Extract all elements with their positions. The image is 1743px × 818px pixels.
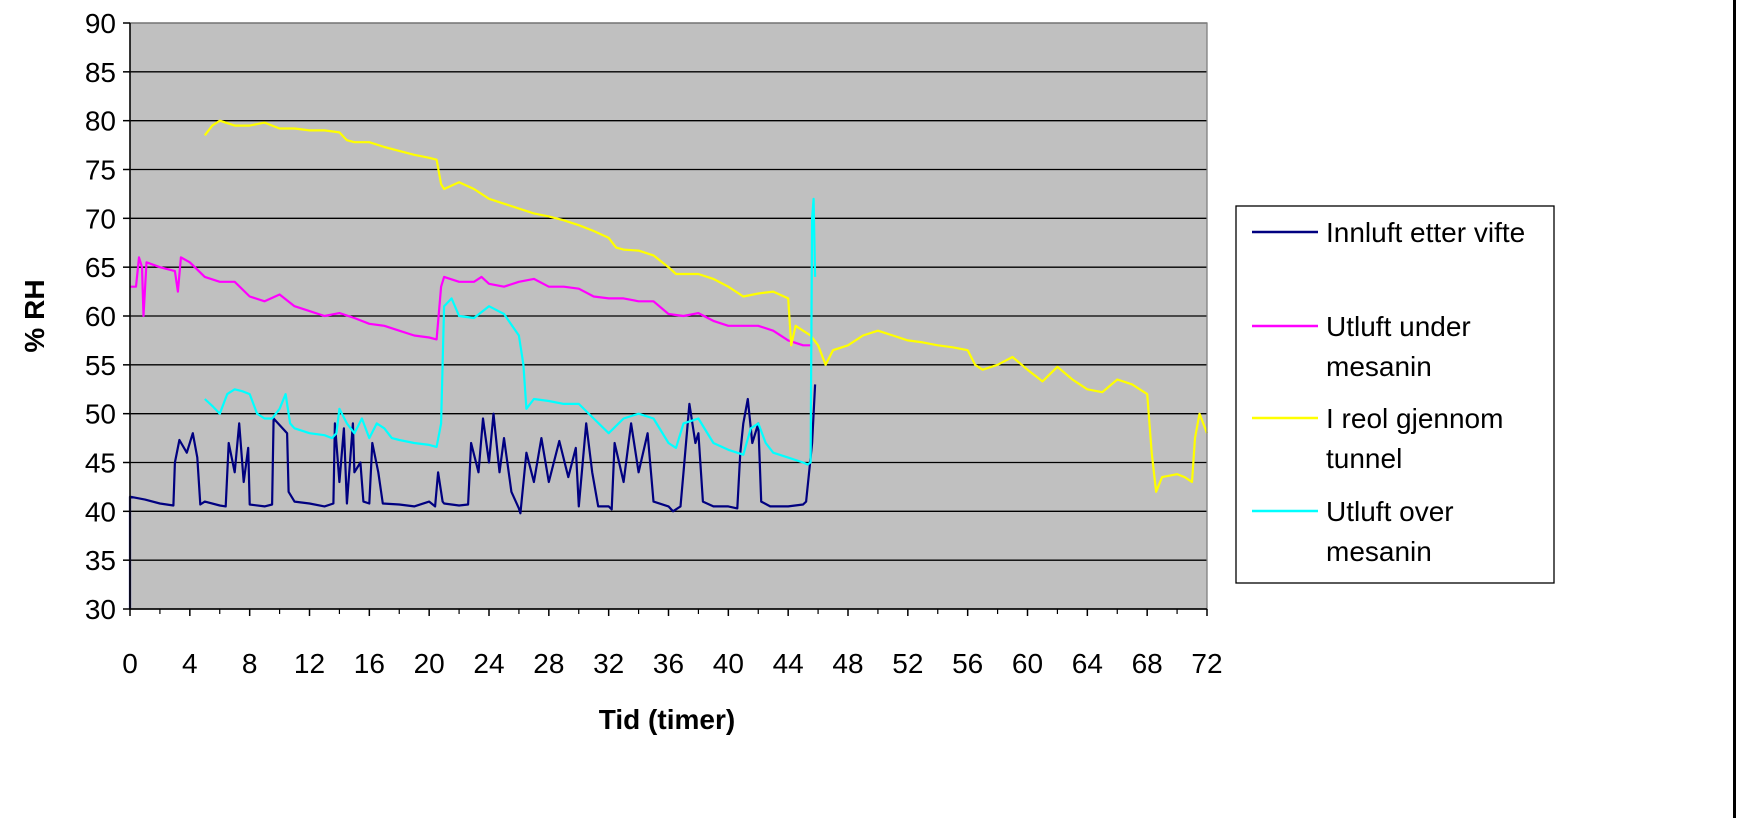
- y-tick-label: 85: [85, 57, 116, 88]
- y-tick-label: 50: [85, 399, 116, 430]
- series-lines: [128, 119, 1209, 609]
- y-tick-label: 35: [85, 545, 116, 576]
- x-tick-label: 36: [653, 648, 684, 679]
- x-tick-label: 44: [773, 648, 804, 679]
- y-tick-label: 75: [85, 155, 116, 186]
- y-tick-label: 70: [85, 203, 116, 234]
- x-tick-label: 28: [533, 648, 564, 679]
- x-tick-label: 64: [1072, 648, 1103, 679]
- x-tick-label: 40: [713, 648, 744, 679]
- y-tick-label: 55: [85, 350, 116, 381]
- y-tick-label: 60: [85, 301, 116, 332]
- x-tick-label: 8: [242, 648, 258, 679]
- y-axis-title: % RH: [19, 279, 50, 352]
- legend-box: [1235, 205, 1555, 584]
- x-tick-label: 56: [952, 648, 983, 679]
- frame-edge: [1733, 0, 1736, 818]
- x-tick-label: 16: [354, 648, 385, 679]
- series-line-3: [203, 119, 1209, 493]
- x-tick-label: 48: [832, 648, 863, 679]
- legend-label-2: Utluft under mesanin: [1326, 311, 1471, 382]
- x-tick-label: 0: [122, 648, 138, 679]
- x-tick-label: 60: [1012, 648, 1043, 679]
- x-tick-label: 20: [414, 648, 445, 679]
- y-tick-label: 45: [85, 448, 116, 479]
- legend: Innluft etter vifte Utluft under mesanin I …: [1235, 205, 1555, 584]
- y-tick-label: 80: [85, 106, 116, 137]
- axes: [123, 22, 1208, 616]
- x-tick-label: 32: [593, 648, 624, 679]
- y-tick-label: 90: [85, 8, 116, 39]
- gridlines: [130, 22, 1207, 610]
- x-tick-labels: 0 4 8 12 16 20 24 28 32 36 40 44 48 52 56 60 64 68 72: [122, 648, 1222, 679]
- x-axis-title: Tid (timer): [599, 704, 735, 735]
- y-tick-labels: 30 35 40 45 50 55 60 65 70 75 80 85 90: [85, 8, 116, 625]
- x-tick-label: 12: [294, 648, 325, 679]
- series-line-1: [128, 384, 817, 609]
- x-tick-label: 24: [473, 648, 504, 679]
- x-tick-label: 72: [1191, 648, 1222, 679]
- series-line-2: [130, 256, 811, 347]
- legend-label-1: Innluft etter vifte: [1326, 217, 1525, 248]
- y-tick-label: 30: [85, 594, 116, 625]
- x-tick-label: 52: [892, 648, 923, 679]
- x-tick-label: 68: [1132, 648, 1163, 679]
- legend-label-4: Utluft over mesanin: [1326, 496, 1454, 567]
- series-line-4: [204, 197, 817, 466]
- x-tick-label: 4: [182, 648, 198, 679]
- y-tick-label: 65: [85, 252, 116, 283]
- legend-label-3: I reol gjennom tunnel: [1326, 403, 1503, 474]
- y-tick-label: 40: [85, 496, 116, 527]
